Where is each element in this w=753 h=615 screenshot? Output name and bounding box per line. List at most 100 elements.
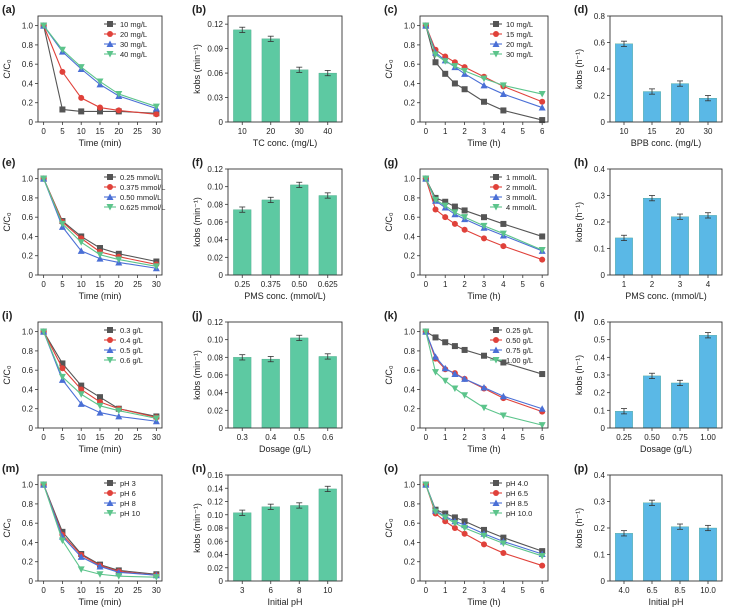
y-axis-label: C/C₀ [384,59,394,78]
x-axis-label: TC conc. (mg/L) [253,138,318,148]
y-tick-label: 1.0 [22,22,34,31]
data-point [481,526,487,533]
x-axis-label: Time (h) [467,291,500,301]
y-tick-label: 0.8 [22,500,34,509]
plot-frame [609,15,723,123]
legend-label: 0.25 g/L [506,326,533,335]
series-line [43,178,157,269]
y-tick-label: 0.08 [207,524,223,533]
y-tick-label: 0.06 [207,371,223,380]
y-tick-label: 0.4 [594,65,606,74]
x-axis-label: Time (h) [467,138,500,148]
y-tick-label: 0.06 [207,218,223,227]
y-tick-label: 0.3 [594,498,606,507]
y-tick-label: 0.4 [22,538,34,547]
x-tick-label: 0.3 [237,433,249,442]
x-axis-label: Time (min) [79,597,122,607]
legend-label: 0.6 g/L [120,356,143,365]
x-tick-label: 1 [443,586,448,595]
x-tick-label: 5 [60,433,65,442]
y-tick-label: 0.8 [22,41,34,50]
y-axis-label: C/C₀ [384,212,394,231]
y-tick-label: 0.2 [22,558,34,567]
legend-marker [106,510,114,517]
x-tick-label: 5 [60,127,65,136]
x-tick-label: 30 [295,127,304,136]
legend-label: 30 mg/L [506,50,533,59]
x-axis-label: Time (min) [79,138,122,148]
data-point [481,235,487,242]
y-axis-label: kobs (min⁻¹) [192,350,202,400]
y-tick-label: 0 [219,118,224,127]
legend-marker [107,337,113,343]
panel-label: (d) [574,4,588,16]
legend-label: 2 mmol/L [506,183,537,192]
legend-marker [493,174,499,180]
data-point [77,64,85,71]
panel-label: (o) [384,463,398,475]
data-point [96,255,104,262]
data-point [480,81,488,89]
legend-label: 0.25 mmol/L [120,173,161,182]
legend-marker [493,21,499,27]
y-tick-label: 0.10 [207,183,223,192]
legend-marker [106,204,114,211]
data-point [451,525,458,531]
y-tick-label: 0.12 [207,20,223,29]
y-tick-label: 0 [29,424,34,433]
data-point [96,409,104,416]
data-point [451,520,459,527]
data-point [115,407,123,415]
x-tick-label: 10 [77,433,86,442]
y-tick-label: 0.8 [22,194,34,203]
panel-n: (n) 0 0.02 0.04 0.06 0.08 0.10 0.12 0.14 0.16 kobs… [192,463,343,607]
bar [615,43,633,123]
data-point [115,412,123,420]
data-point [538,552,546,560]
data-point [538,405,546,412]
x-tick-label: 8.5 [674,586,686,595]
data-point [432,51,440,59]
y-tick-label: 0.02 [207,406,223,415]
x-tick-label: 20 [266,127,275,136]
panel-p: (p) 0 0.1 0.2 0.3 0.4 kobs (h⁻¹) 4.0 6.5 8.5 10.0 I… [574,463,723,607]
panel-label: (e) [2,157,16,169]
y-tick-label: 0.5 [594,336,606,345]
data-point [96,402,104,410]
y-tick-label: 0 [219,424,224,433]
legend-label: 4 mmol/L [506,203,537,212]
legend-marker [492,51,500,58]
data-point [499,90,507,98]
x-tick-label: 10 [238,127,247,136]
bar [233,29,252,123]
data-point [500,550,507,557]
x-axis-label: Time (min) [79,444,122,454]
x-tick-label: 3 [482,127,487,136]
data-point [442,214,449,221]
data-point [115,256,123,264]
y-tick-label: 0.6 [594,318,606,327]
bar [261,38,280,123]
x-tick-label: 0.25 [234,280,250,289]
y-tick-label: 0 [411,577,416,586]
panel-label: (n) [192,463,206,475]
series-line [425,25,543,95]
legend-marker [492,510,500,517]
y-tick-label: 0.1 [594,245,606,254]
y-axis-label: C/C₀ [2,365,12,384]
x-tick-label: 0 [424,127,429,136]
series-line [43,331,157,419]
data-point [152,103,160,111]
x-tick-label: 15 [96,433,105,442]
y-tick-label: 0.1 [594,406,606,415]
bar [671,83,689,123]
data-point [539,256,546,263]
x-tick-label: 0.4 [265,433,277,442]
data-point [481,541,487,548]
x-tick-label: 3 [482,586,487,595]
panel-label: (g) [384,157,398,169]
y-tick-label: 0.4 [22,385,34,394]
plot-frame [609,168,723,276]
data-point [539,562,546,569]
